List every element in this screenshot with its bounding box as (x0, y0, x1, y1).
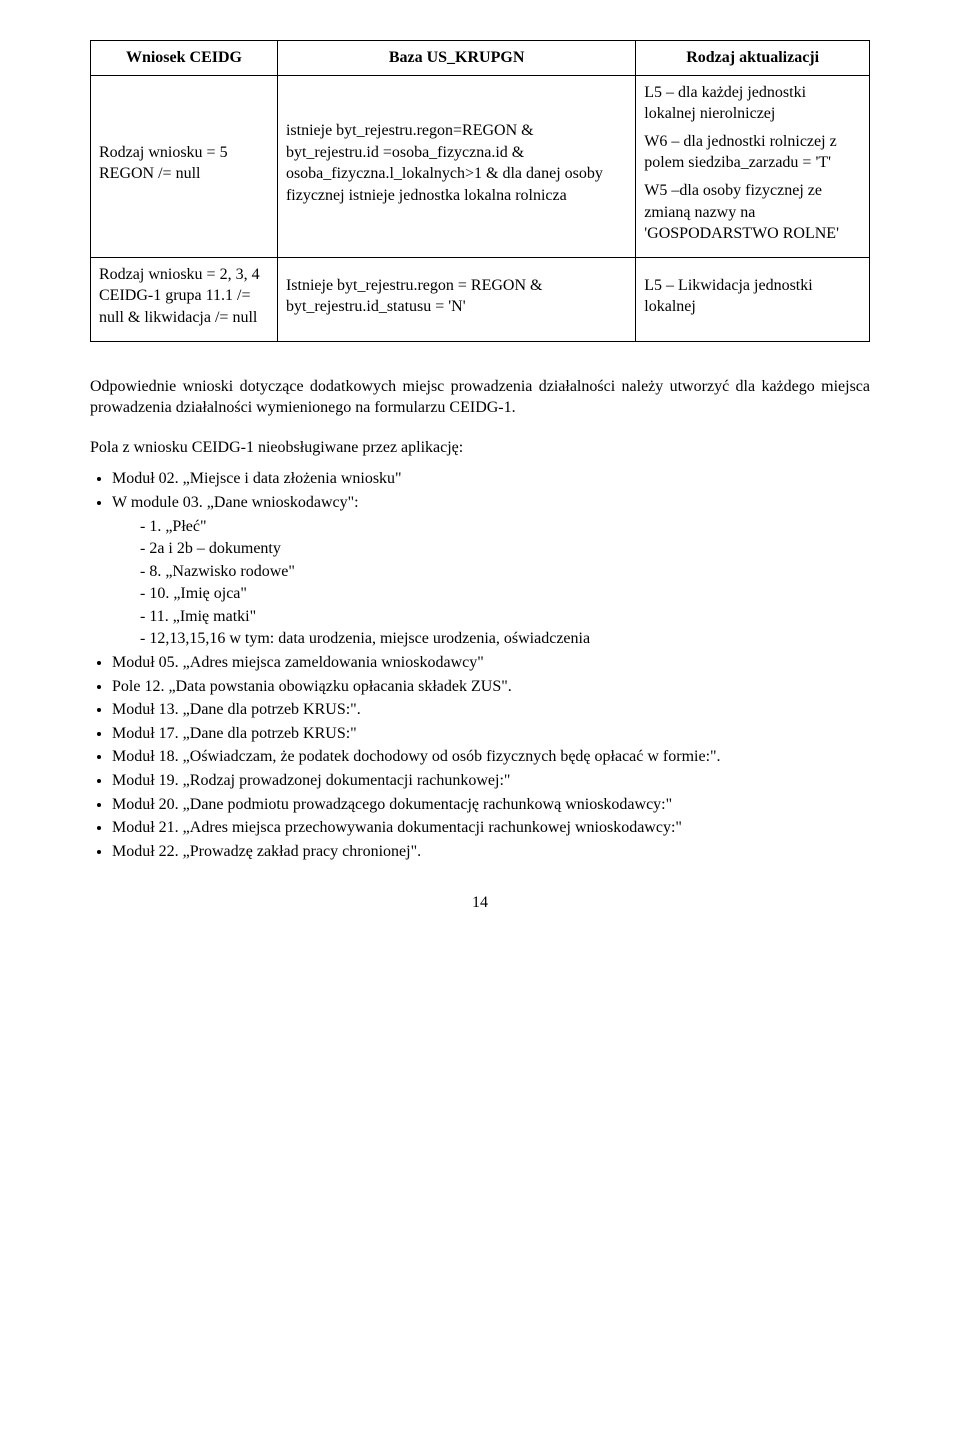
cell-text: Istnieje byt_rejestru.regon = REGON & by… (286, 275, 627, 318)
list-item: Moduł 02. „Miejsce i data złożenia wnios… (112, 468, 870, 490)
list-item: Moduł 19. „Rodzaj prowadzonej dokumentac… (112, 770, 870, 792)
table-cell: istnieje byt_rejestru.regon=REGON & byt_… (277, 75, 635, 257)
list-item: Moduł 21. „Adres miejsca przechowywania … (112, 817, 870, 839)
table-cell: L5 – dla każdej jednostki lokalnej niero… (636, 75, 870, 257)
main-table: Wniosek CEIDG Baza US_KRUPGN Rodzaj aktu… (90, 40, 870, 342)
table-cell: L5 – Likwidacja jednostki lokalnej (636, 257, 870, 341)
bullet-list: Moduł 02. „Miejsce i data złożenia wnios… (112, 468, 870, 862)
list-item: 1. „Płeć" (140, 516, 870, 538)
list-item: 8. „Nazwisko rodowe" (140, 561, 870, 583)
list-item: Moduł 17. „Dane dla potrzeb KRUS:" (112, 723, 870, 745)
paragraph-lead: Pola z wniosku CEIDG-1 nieobsługiwane pr… (90, 437, 870, 459)
list-item: Moduł 22. „Prowadzę zakład pracy chronio… (112, 841, 870, 863)
cell-text: Rodzaj wniosku = 5 REGON /= null (99, 142, 269, 185)
paragraph-intro: Odpowiednie wnioski dotyczące dodatkowyc… (90, 376, 870, 419)
table-header-3: Rodzaj aktualizacji (636, 41, 870, 76)
table-cell: Rodzaj wniosku = 2, 3, 4 CEIDG-1 grupa 1… (91, 257, 278, 341)
list-item: W module 03. „Dane wnioskodawcy": 1. „Pł… (112, 492, 870, 650)
table-row: Rodzaj wniosku = 5 REGON /= null istniej… (91, 75, 870, 257)
list-item: 10. „Imię ojca" (140, 583, 870, 605)
list-item: Moduł 20. „Dane podmiotu prowadzącego do… (112, 794, 870, 816)
page-number: 14 (90, 892, 870, 914)
list-item-label: W module 03. „Dane wnioskodawcy": (112, 494, 359, 511)
dash-sublist: 1. „Płeć" 2a i 2b – dokumenty 8. „Nazwis… (140, 516, 870, 651)
table-row: Rodzaj wniosku = 2, 3, 4 CEIDG-1 grupa 1… (91, 257, 870, 341)
cell-text: L5 – dla każdej jednostki lokalnej niero… (644, 82, 861, 125)
table-cell: Istnieje byt_rejestru.regon = REGON & by… (277, 257, 635, 341)
cell-text: W5 –dla osoby fizycznej ze zmianą nazwy … (644, 180, 861, 245)
list-item: 12,13,15,16 w tym: data urodzenia, miejs… (140, 628, 870, 650)
list-item: Pole 12. „Data powstania obowiązku opłac… (112, 676, 870, 698)
table-header-row: Wniosek CEIDG Baza US_KRUPGN Rodzaj aktu… (91, 41, 870, 76)
table-cell: Rodzaj wniosku = 5 REGON /= null (91, 75, 278, 257)
list-item: 2a i 2b – dokumenty (140, 538, 870, 560)
table-header-1: Wniosek CEIDG (91, 41, 278, 76)
cell-text: W6 – dla jednostki rolniczej z polem sie… (644, 131, 861, 174)
cell-text: L5 – Likwidacja jednostki lokalnej (644, 275, 861, 318)
cell-text: Rodzaj wniosku = 2, 3, 4 CEIDG-1 grupa 1… (99, 264, 269, 329)
list-item: Moduł 13. „Dane dla potrzeb KRUS:". (112, 699, 870, 721)
table-header-2: Baza US_KRUPGN (277, 41, 635, 76)
list-item: Moduł 05. „Adres miejsca zameldowania wn… (112, 652, 870, 674)
cell-text: istnieje byt_rejestru.regon=REGON & byt_… (286, 120, 627, 206)
list-item: 11. „Imię matki" (140, 606, 870, 628)
list-item: Moduł 18. „Oświadczam, że podatek dochod… (112, 746, 870, 768)
document-page: Wniosek CEIDG Baza US_KRUPGN Rodzaj aktu… (0, 0, 960, 954)
